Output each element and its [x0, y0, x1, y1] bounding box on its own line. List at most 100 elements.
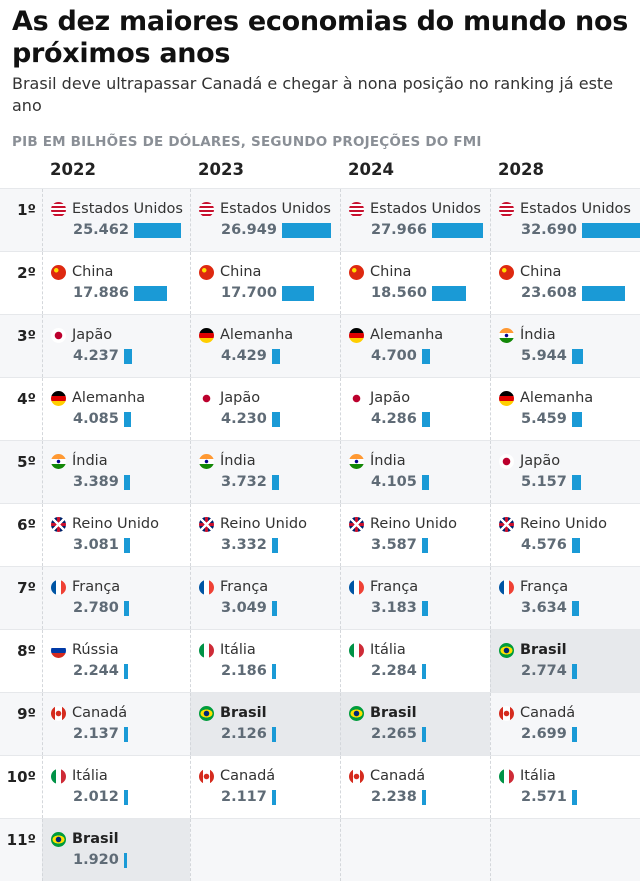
ranking-cell: Índia 3.732	[190, 441, 340, 503]
gdp-value-row: 3.049	[221, 600, 278, 616]
country-name: Estados Unidos	[520, 201, 631, 217]
gdp-value: 5.459	[521, 411, 567, 427]
gdp-bar	[421, 789, 426, 805]
gdp-value-row: 3.732	[221, 474, 279, 490]
flag-us-icon	[349, 201, 364, 217]
gdp-bar	[571, 663, 577, 679]
gdp-value-row: 17.886	[73, 285, 167, 301]
flag-de-icon	[199, 327, 214, 343]
flag-ru-icon	[51, 642, 66, 658]
country: França	[349, 579, 418, 595]
gdp-value: 2.012	[73, 789, 119, 805]
country-name: Itália	[220, 642, 256, 658]
country-name: Itália	[520, 768, 556, 784]
country: Reino Unido	[51, 516, 159, 532]
flag-jp-icon	[51, 327, 66, 343]
gdp-value-row: 4.230	[221, 411, 280, 427]
gdp-value-row: 5.157	[521, 474, 582, 490]
gdp-value: 3.732	[221, 474, 267, 490]
flag-gb-icon	[51, 516, 66, 532]
country: Canadá	[199, 768, 275, 784]
ranking-table: 1º Estados Unidos 25.462 Estados Unidos 26.9…	[0, 188, 640, 881]
table-row: 7º França 2.780 França 3.049 França 3.183 Franç…	[0, 566, 640, 629]
ranking-cell: Japão 4.230	[190, 378, 340, 440]
country: Canadá	[51, 705, 127, 721]
ranking-cell	[190, 819, 340, 881]
gdp-bar	[421, 348, 431, 364]
flag-it-icon	[199, 642, 214, 658]
flag-fr-icon	[349, 579, 364, 595]
gdp-bar	[421, 474, 430, 490]
gdp-value: 3.081	[73, 537, 119, 553]
gdp-value: 17.700	[221, 285, 277, 301]
country-name: França	[370, 579, 419, 595]
country: Estados Unidos	[349, 201, 481, 217]
flag-ca-icon	[349, 768, 364, 784]
table-row: 8º Rússia 2.244 Itália 2.186 Itália 2.284 Brasi…	[0, 629, 640, 692]
country-name: Estados Unidos	[72, 201, 183, 217]
gdp-bar	[421, 411, 430, 427]
country-name: Itália	[72, 768, 108, 784]
gdp-value: 2.284	[371, 663, 417, 679]
country-name: Alemanha	[370, 327, 444, 343]
ranking-cell: Itália 2.284	[340, 630, 490, 692]
gdp-value: 2.265	[371, 726, 417, 742]
gdp-value: 2.774	[521, 663, 567, 679]
flag-ca-icon	[51, 705, 66, 721]
country: Brasil	[51, 831, 119, 847]
ranking-cell: Alemanha 4.085	[42, 378, 190, 440]
table-row: 5º Índia 3.389 Índia 3.732 Índia 4.105 Japão 5.1…	[0, 440, 640, 503]
rank-label: 8º	[17, 642, 36, 660]
country-name: Estados Unidos	[220, 201, 331, 217]
country-name: Brasil	[220, 705, 267, 721]
ranking-cell: Índia 3.389	[42, 441, 190, 503]
flag-fr-icon	[51, 579, 66, 595]
country: China	[499, 264, 561, 280]
country: Índia	[51, 453, 108, 469]
year-headers: 2022 2023 2024 2028	[0, 160, 640, 186]
section-label: PIB EM BILHÕES DE DÓLARES, SEGUNDO PROJE…	[12, 134, 482, 150]
ranking-cell: Brasil 2.265	[340, 693, 490, 755]
flag-br-icon	[499, 642, 514, 658]
gdp-value: 4.105	[371, 474, 417, 490]
gdp-value-row: 32.690	[521, 222, 640, 238]
gdp-value-row: 3.183	[371, 600, 428, 616]
gdp-bar	[123, 474, 131, 490]
country-name: Japão	[72, 327, 113, 343]
gdp-bar	[571, 411, 582, 427]
ranking-cell: Japão 4.237	[42, 315, 190, 377]
ranking-cell: Japão 4.286	[340, 378, 490, 440]
gdp-value: 4.085	[73, 411, 119, 427]
gdp-value: 5.944	[521, 348, 567, 364]
rank-label: 11º	[6, 831, 36, 849]
country-name: Canadá	[220, 768, 276, 784]
gdp-bar	[123, 348, 132, 364]
flag-in-icon	[199, 453, 214, 469]
flag-gb-icon	[199, 516, 214, 532]
ranking-cell: Reino Unido 4.576	[490, 504, 640, 566]
gdp-value: 2.186	[221, 663, 267, 679]
gdp-bar	[571, 789, 577, 805]
gdp-bar	[571, 537, 581, 553]
ranking-cell: Índia 5.944	[490, 315, 640, 377]
country: Estados Unidos	[199, 201, 331, 217]
country: Canadá	[349, 768, 425, 784]
ranking-cell: Reino Unido 3.587	[340, 504, 490, 566]
ranking-cell	[340, 819, 490, 881]
gdp-value: 32.690	[521, 222, 577, 238]
gdp-value-row: 3.587	[371, 537, 429, 553]
gdp-value: 4.237	[73, 348, 119, 364]
gdp-value: 2.780	[73, 600, 119, 616]
country-name: Reino Unido	[520, 516, 607, 532]
gdp-bar	[271, 789, 276, 805]
country: Reino Unido	[349, 516, 457, 532]
gdp-bar	[431, 222, 484, 238]
gdp-value-row: 3.081	[73, 537, 130, 553]
gdp-bar	[271, 600, 278, 616]
flag-ca-icon	[499, 705, 514, 721]
ranking-cell: França 3.634	[490, 567, 640, 629]
gdp-value: 4.230	[221, 411, 267, 427]
ranking-cell: Canadá 2.699	[490, 693, 640, 755]
gdp-bar	[581, 222, 640, 238]
country-name: Rússia	[72, 642, 119, 658]
